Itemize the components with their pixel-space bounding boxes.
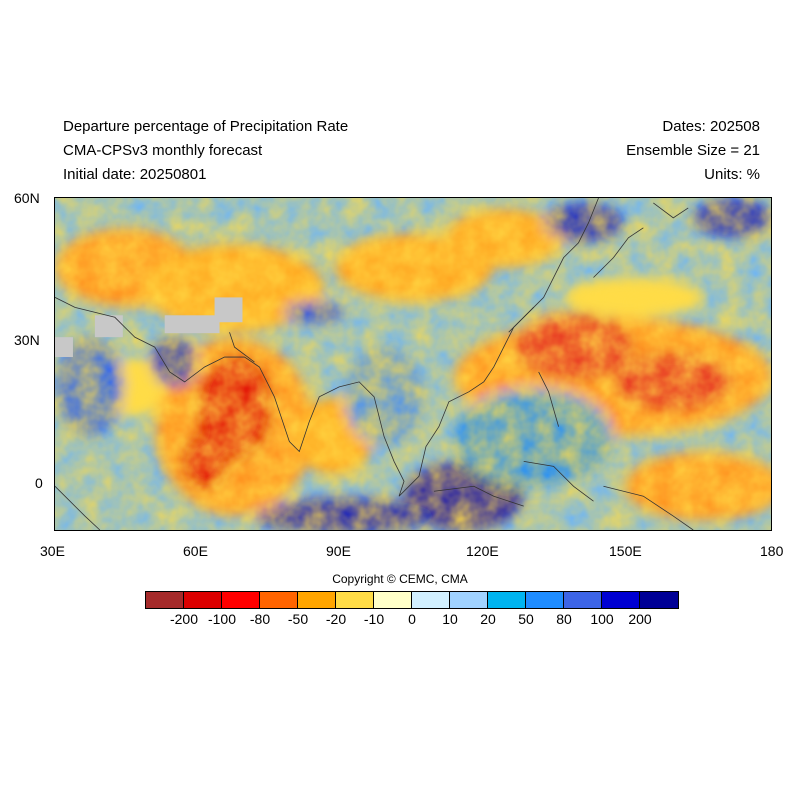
lat-tick-30n: 30N — [14, 332, 40, 348]
ensemble-size-label: Ensemble Size = 21 — [626, 142, 760, 159]
colorbar — [145, 591, 679, 609]
colorbar-label: 80 — [556, 611, 572, 627]
title-line-1: Departure percentage of Precipitation Ra… — [63, 118, 349, 135]
title-line-2: CMA-CPSv3 monthly forecast — [63, 142, 263, 159]
colorbar-label: 20 — [480, 611, 496, 627]
colorbar-label: -200 — [169, 611, 199, 627]
missing-data-patches — [55, 297, 243, 358]
colorbar-box — [222, 592, 260, 608]
lon-tick-30e: 30E — [40, 543, 65, 559]
dates-label: Dates: 202508 — [662, 118, 760, 135]
colorbar-box — [526, 592, 564, 608]
lon-tick-60e: 60E — [183, 543, 208, 559]
colorbar-box — [488, 592, 526, 608]
colorbar-label: -10 — [363, 611, 385, 627]
anomaly-field — [55, 198, 771, 530]
colorbar-box — [184, 592, 222, 608]
precipitation-anomaly-map — [54, 197, 772, 531]
colorbar-box — [146, 592, 184, 608]
colorbar-label: 10 — [442, 611, 458, 627]
colorbar-label: 100 — [590, 611, 614, 627]
lon-tick-120e: 120E — [466, 543, 499, 559]
colorbar-label: -80 — [249, 611, 271, 627]
colorbar-label: -20 — [325, 611, 347, 627]
lon-tick-90e: 90E — [326, 543, 351, 559]
colorbar-box — [412, 592, 450, 608]
colorbar-box — [336, 592, 374, 608]
lat-tick-60n: 60N — [14, 190, 40, 206]
lon-tick-180: 180 — [760, 543, 784, 559]
coastlines — [55, 198, 694, 530]
colorbar-label: -100 — [207, 611, 237, 627]
colorbar-box — [564, 592, 602, 608]
colorbar-box — [374, 592, 412, 608]
copyright-notice: Copyright © CEMC, CMA — [332, 572, 468, 586]
colorbar-box — [450, 592, 488, 608]
lat-tick-0: 0 — [35, 475, 43, 491]
units-label: Units: % — [704, 166, 760, 183]
colorbar-label: 200 — [628, 611, 652, 627]
lon-tick-150e: 150E — [609, 543, 642, 559]
title-line-3: Initial date: 20250801 — [63, 166, 207, 183]
colorbar-label: 50 — [518, 611, 534, 627]
colorbar-box — [602, 592, 640, 608]
colorbar-label: -50 — [287, 611, 309, 627]
colorbar-box — [260, 592, 298, 608]
colorbar-label: 0 — [408, 611, 416, 627]
colorbar-box — [298, 592, 336, 608]
colorbar-box — [640, 592, 678, 608]
map-field — [55, 198, 771, 530]
